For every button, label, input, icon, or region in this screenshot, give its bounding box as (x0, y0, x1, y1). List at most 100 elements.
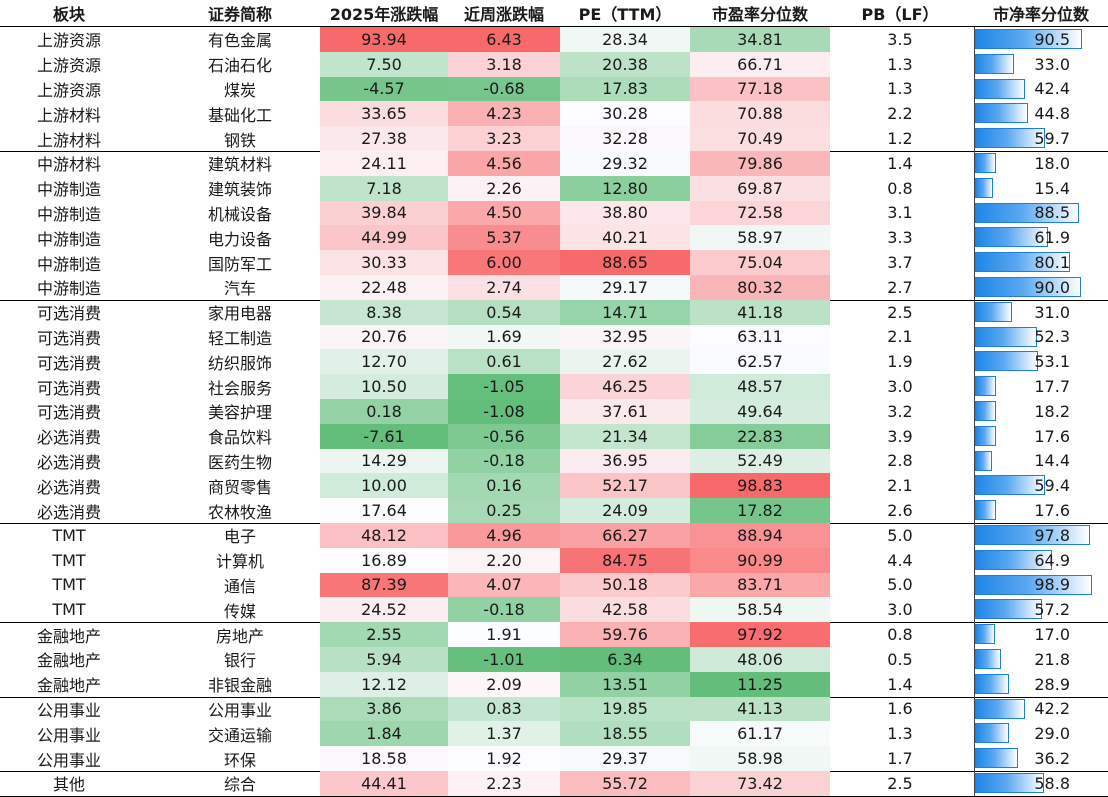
pb-percentile-bar (975, 549, 1052, 570)
pb-percentile-bar (975, 624, 996, 645)
pb-percentile-cell: 29.0 (1034, 724, 1070, 744)
table-row: 上游资源 有色金属 93.94 6.43 28.34 34.81 3.5 90.5 (0, 27, 1108, 52)
table-row: 上游资源 煤炭 -4.57 -0.68 17.83 77.18 1.3 42.4 (0, 76, 1108, 102)
sector-cell: 中游材料 (36, 155, 101, 175)
pb-percentile-bar (975, 202, 1080, 223)
pe-percentile-cell: 90.99 (690, 547, 830, 573)
ytd-return-cell: 0.18 (320, 399, 448, 424)
pb-percentile-cell: 31.0 (1034, 302, 1070, 322)
name-cell: 美容护理 (207, 403, 272, 423)
pb-percentile-cell: 42.4 (1034, 79, 1070, 99)
pb-percentile-cell: 80.1 (1034, 253, 1070, 273)
name-cell: 石油石化 (207, 56, 272, 76)
week-return-cell: -0.56 (448, 423, 560, 449)
week-return-cell: 1.69 (448, 324, 560, 350)
pe-percentile-cell: 98.83 (690, 473, 830, 499)
pb-percentile-cell: 42.2 (1034, 699, 1070, 719)
pb-percentile-bar (975, 748, 1018, 769)
sector-cell: 金融地产 (36, 676, 101, 696)
ytd-return-cell: 44.99 (320, 225, 448, 251)
sector-cell: 金融地产 (36, 651, 101, 671)
pb-percentile-bar (975, 103, 1028, 124)
pb-lf-cell: 1.4 (887, 674, 913, 694)
pe-percentile-cell: 41.13 (690, 696, 830, 722)
pb-lf-cell: 1.9 (887, 352, 913, 372)
table-row: 公用事业 公用事业 3.86 0.83 19.85 41.13 1.6 42.2 (0, 696, 1108, 722)
name-cell: 机械设备 (207, 204, 272, 224)
name-cell: 传媒 (223, 601, 256, 621)
pe-ttm-cell: 6.34 (560, 647, 690, 672)
pe-ttm-cell: 18.55 (560, 721, 690, 747)
pe-ttm-cell: 19.85 (560, 696, 690, 722)
pe-percentile-cell: 69.87 (690, 175, 830, 201)
pe-ttm-cell: 66.27 (560, 523, 690, 548)
week-return-cell: -0.18 (448, 448, 560, 474)
pe-ttm-cell: 59.76 (560, 622, 690, 647)
pb-percentile-cell: 90.5 (1034, 29, 1070, 49)
pb-percentile-bar (975, 425, 996, 446)
name-cell: 煤炭 (223, 80, 256, 100)
header-ytd-return: 2025年涨跌幅 (329, 5, 439, 24)
pb-percentile-cell: 53.1 (1034, 352, 1070, 372)
sector-cell: 公用事业 (36, 725, 101, 745)
pe-percentile-cell: 80.32 (690, 275, 830, 300)
ytd-return-cell: 33.65 (320, 101, 448, 127)
pe-percentile-cell: 17.82 (690, 498, 830, 523)
pb-percentile-bar (975, 401, 997, 421)
header-week-return: 近周涨跌幅 (463, 5, 544, 24)
pe-ttm-cell: 50.18 (560, 572, 690, 598)
name-cell: 公用事业 (207, 700, 272, 720)
pb-lf-cell: 3.7 (887, 253, 913, 273)
pb-percentile-cell: 52.3 (1034, 327, 1070, 347)
pb-percentile-bar (975, 649, 1001, 669)
table-row: 可选消费 家用电器 8.38 0.54 14.71 41.18 2.5 31.0 (0, 299, 1108, 325)
pb-lf-cell: 0.8 (887, 625, 913, 645)
name-cell: 食品饮料 (207, 428, 272, 448)
table-row: 可选消费 轻工制造 20.76 1.69 32.95 63.11 2.1 52.3 (0, 324, 1108, 350)
sector-cell: 上游资源 (36, 80, 101, 100)
name-cell: 通信 (223, 576, 256, 596)
name-cell: 环保 (223, 750, 256, 770)
pb-lf-cell: 3.2 (887, 401, 913, 421)
week-return-cell: 2.23 (448, 771, 560, 796)
pe-ttm-cell: 84.75 (560, 547, 690, 573)
pb-lf-cell: 3.0 (887, 377, 913, 397)
pb-percentile-bar (975, 723, 1010, 744)
pb-percentile-bar (975, 326, 1037, 347)
week-return-cell: -0.18 (448, 597, 560, 623)
sector-cell: 中游制造 (36, 279, 101, 299)
pb-lf-cell: 2.1 (887, 327, 913, 347)
pe-percentile-cell: 70.49 (690, 126, 830, 151)
pb-percentile-cell: 28.9 (1034, 674, 1070, 694)
sector-cell: 中游制造 (36, 254, 101, 274)
pe-percentile-cell: 48.57 (690, 374, 830, 399)
pb-percentile-bar (975, 773, 1045, 793)
table-row: 金融地产 银行 5.94 -1.01 6.34 48.06 0.5 21.8 (0, 647, 1108, 672)
pe-percentile-cell: 49.64 (690, 399, 830, 424)
pb-percentile-cell: 17.6 (1034, 426, 1070, 446)
pb-percentile-bar (975, 698, 1025, 719)
ytd-return-cell: 10.00 (320, 473, 448, 499)
header-name: 证券简称 (207, 5, 272, 24)
sector-cell: 上游材料 (36, 105, 101, 125)
pe-ttm-cell: 28.34 (560, 27, 690, 52)
ytd-return-cell: 44.41 (320, 771, 448, 796)
sector-cell: 公用事业 (36, 750, 101, 770)
pe-percentile-cell: 34.81 (690, 27, 830, 52)
pb-lf-cell: 3.5 (887, 29, 913, 49)
pb-percentile-bar (975, 301, 1012, 322)
week-return-cell: -1.05 (448, 374, 560, 399)
pb-percentile-cell: 44.8 (1034, 104, 1070, 124)
sector-cell: 可选消费 (36, 403, 101, 423)
ytd-return-cell: 93.94 (320, 27, 448, 52)
sector-cell: TMT (52, 575, 86, 595)
table-row: 可选消费 社会服务 10.50 -1.05 46.25 48.57 3.0 17.7 (0, 374, 1108, 399)
pe-percentile-cell: 77.18 (690, 76, 830, 102)
sector-cell: 必选消费 (36, 502, 101, 522)
pb-lf-cell: 0.5 (887, 649, 913, 669)
table-row: TMT 计算机 16.89 2.20 84.75 90.99 4.4 64.9 (0, 547, 1108, 573)
pb-percentile-cell: 33.0 (1034, 54, 1070, 74)
pe-percentile-cell: 97.92 (690, 622, 830, 647)
ytd-return-cell: 12.12 (320, 671, 448, 697)
